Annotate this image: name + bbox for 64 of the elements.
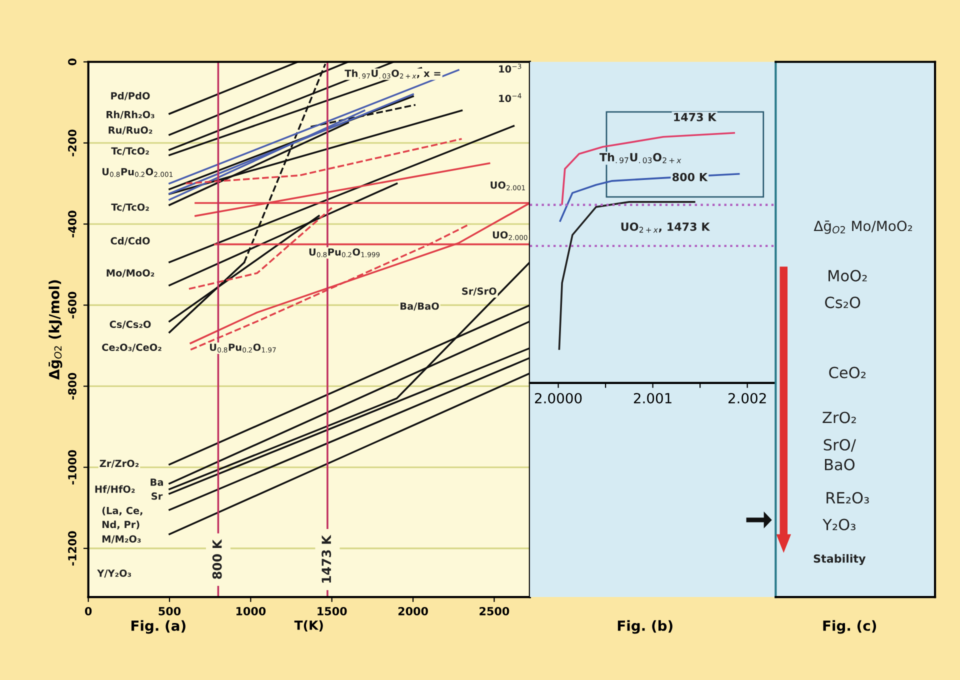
annotation: Cs/Cs₂O [110,320,151,329]
text: Δḡ$_{O2}$ Mo/MoO₂ [814,220,912,234]
x-axis-title: T(K) [294,620,323,632]
annotation: Tc/TcO₂ [111,147,149,156]
text: SrO/ [824,439,856,452]
annotation: Th$_{.97}$U$_{.03}$O$_{2+x}$ [600,152,682,164]
y-tick-label: -600 [68,292,76,318]
text: Fig. (b) [618,620,672,634]
y-tick-label: -1200 [68,531,76,566]
annotation: UO$_{2.001}$ [490,181,525,190]
annotation: Nd, Pr) [102,520,140,530]
x-tick-label: 500 [158,606,181,616]
annotation: Ba/BaO [400,302,439,311]
annotation: Tc/TcO₂ [111,203,149,212]
annotation: UO$_{2+x}$, 1473 K [621,222,710,233]
annotation: Zr/ZrO₂ [100,460,139,468]
text: Fig. (c) [823,620,876,634]
annotation: U$_{0.8}$Pu$_{0.2}$O$_{1.97}$ [210,344,276,352]
ref-line-label: 800 K [212,539,222,579]
annotation: 800 K [672,172,708,182]
x-tick-label: 2500 [480,606,510,616]
annotation: UO$_{2.000}$ [492,231,528,240]
text: Cs₂O [825,296,860,308]
text: Fig. (a) [131,620,186,634]
x-tick-label: 1500 [318,606,347,616]
x-tick-label: 2000 [398,606,428,616]
annotation: Cd/CdO [110,236,150,246]
text: 1473 K [674,112,717,122]
annotation: Mo/MoO₂ [106,269,154,278]
x-tick-label: 2.0000 [534,392,582,404]
annotation: Ba [150,478,163,486]
annotation: U$_{0.8}$Pu$_{0.2}$O$_{1.999}$ [309,248,380,258]
text: Stability [814,554,866,565]
annotation: Rh/Rh₂O₃ [106,110,154,119]
annotation: 10$^{−3}$ [499,64,522,73]
x-tick-label: 2.001 [634,392,672,404]
annotation: Y/Y₂O₃ [97,569,132,578]
annotation: Ru/RuO₂ [108,126,152,134]
annotation: Sr [152,492,163,500]
ref-line-label: 1473 K [322,534,332,583]
y-tick-label: 0 [68,58,76,66]
y-axis-title: Δḡ$_{O2}$ (kJ/mol) [48,280,62,380]
annotation: U$_{0.8}$Pu$_{0.2}$O$_{2.001}$ [102,168,173,177]
y-tick-label: -1000 [68,450,76,484]
text: CeO₂ [829,366,866,378]
annotation: Hf/HfO₂ [95,485,135,494]
x-tick-label: 1000 [236,606,266,616]
annotation: Sr/SrO [462,287,496,296]
annotation: Pd/PdO [111,92,150,100]
text: MoO₂ [828,270,867,282]
text: ZrO₂ [822,412,856,424]
annotation: 10$^{−4}$ [499,93,522,102]
x-tick-label: 0 [84,606,92,616]
x-tick-label: 2.002 [728,392,766,404]
text: Y₂O₃ [822,518,856,530]
annotation: (La, Ce, [102,506,142,516]
annotation: Ce₂O₃/CeO₂ [102,344,162,352]
text: BaO [824,458,854,470]
y-tick-label: -400 [68,210,76,238]
text: RE₂O₃ [826,492,869,504]
y-tick-label: -800 [68,372,76,400]
y-tick-label: -200 [68,130,76,156]
annotation: Th$_{.97}$U$_{.03}$O$_{2+x}$, x = [344,69,440,79]
annotation: M/M₂O₃ [102,535,141,544]
